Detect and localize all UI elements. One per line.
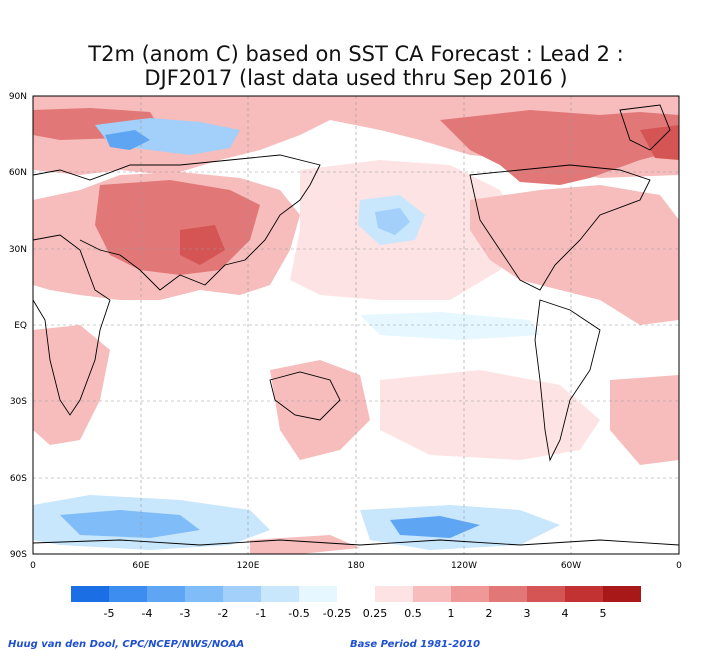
legend-label: 5 <box>600 607 607 620</box>
lat-tick-label: EQ <box>14 321 27 331</box>
coastline-africa <box>32 234 111 416</box>
warm-region-tibet <box>180 225 225 265</box>
warm-region-south-pacific <box>380 370 600 460</box>
lon-tick-label: 120E <box>237 561 260 571</box>
lat-tick-label: 60N <box>9 168 27 178</box>
cool-region-north-pacific-core <box>375 208 410 235</box>
coastline-north-america <box>469 164 651 291</box>
map-panel <box>32 95 680 555</box>
legend-label: -3 <box>180 607 191 620</box>
legend-swatch <box>413 586 451 602</box>
lon-axis: 0 60E 120E 180 120W 60W 0 <box>30 561 682 571</box>
legend-swatch <box>489 586 527 602</box>
coastline-eurasia <box>32 154 321 291</box>
lat-tick-label: 30S <box>10 397 27 407</box>
legend-label: -0.5 <box>288 607 309 620</box>
lon-tick-label: 180 <box>347 561 364 571</box>
base-period-text: Base Period 1981-2010 <box>350 639 481 650</box>
cool-region-southern-ocean-west-core <box>60 510 200 538</box>
lon-tick-label: 60W <box>561 561 581 571</box>
legend-swatch <box>337 586 375 602</box>
cool-region-southern-ocean-east-core <box>390 516 480 538</box>
lon-tick-label: 0 <box>30 561 36 571</box>
legend-label: -4 <box>142 607 153 620</box>
legend-swatch <box>451 586 489 602</box>
coastlines <box>32 104 680 546</box>
legend-swatch <box>147 586 185 602</box>
lat-axis: 90N 60N 30N EQ 30S 60S 90S <box>9 92 27 560</box>
legend-swatch <box>71 586 109 602</box>
gridlines <box>33 96 679 554</box>
warm-region-greenland <box>640 125 679 160</box>
chart-title-line-2: DJF2017 (last data used thru Sep 2016 ) <box>144 66 568 90</box>
cool-region-arctic-core <box>105 130 150 150</box>
warm-region-south-africa <box>33 325 110 445</box>
legend-label: 0.5 <box>404 607 422 620</box>
warm-region-south-atlantic <box>610 375 679 465</box>
legend-label: -5 <box>104 607 115 620</box>
color-legend: -5 -4 -3 -2 -1 -0.5 -0.25 0.25 0.5 1 2 3 4 5 <box>71 586 641 620</box>
lon-tick-label: 0 <box>676 561 682 571</box>
legend-swatch <box>603 586 641 602</box>
cool-region-equatorial <box>360 312 540 340</box>
coastline-australia <box>269 371 341 421</box>
legend-swatch <box>109 586 147 602</box>
legend-swatch <box>527 586 565 602</box>
legend-swatch <box>375 586 413 602</box>
lat-tick-label: 60S <box>10 474 27 484</box>
legend-swatch <box>299 586 337 602</box>
lat-tick-label: 90N <box>9 92 27 102</box>
lon-tick-label: 60E <box>132 561 149 571</box>
legend-label: 3 <box>524 607 531 620</box>
coastline-greenland <box>619 104 671 151</box>
coastline-antarctica <box>32 539 680 546</box>
legend-swatch <box>223 586 261 602</box>
anomaly-fills <box>33 96 679 554</box>
legend-label: 4 <box>562 607 569 620</box>
legend-label: -0.25 <box>323 607 351 620</box>
legend-label: -2 <box>218 607 229 620</box>
credit-text: Huug van den Dool, CPC/NCEP/NWS/NOAA <box>8 639 245 650</box>
legend-swatch <box>565 586 603 602</box>
legend-label: 2 <box>486 607 493 620</box>
map-frame <box>32 95 680 555</box>
coastline-south-america <box>534 299 601 462</box>
chart-title-line-1: T2m (anom C) based on SST CA Forecast : … <box>88 42 624 66</box>
legend-swatch <box>261 586 299 602</box>
legend-label: -1 <box>256 607 267 620</box>
lon-tick-label: 120W <box>451 561 477 571</box>
lat-tick-label: 90S <box>10 550 27 560</box>
legend-swatch <box>185 586 223 602</box>
lat-tick-label: 30N <box>9 245 27 255</box>
legend-label: 0.25 <box>363 607 388 620</box>
warm-region-australia <box>270 360 370 460</box>
legend-label: 1 <box>448 607 455 620</box>
warm-region-north-america <box>470 185 679 325</box>
warm-region-siberia-strong <box>440 110 679 185</box>
